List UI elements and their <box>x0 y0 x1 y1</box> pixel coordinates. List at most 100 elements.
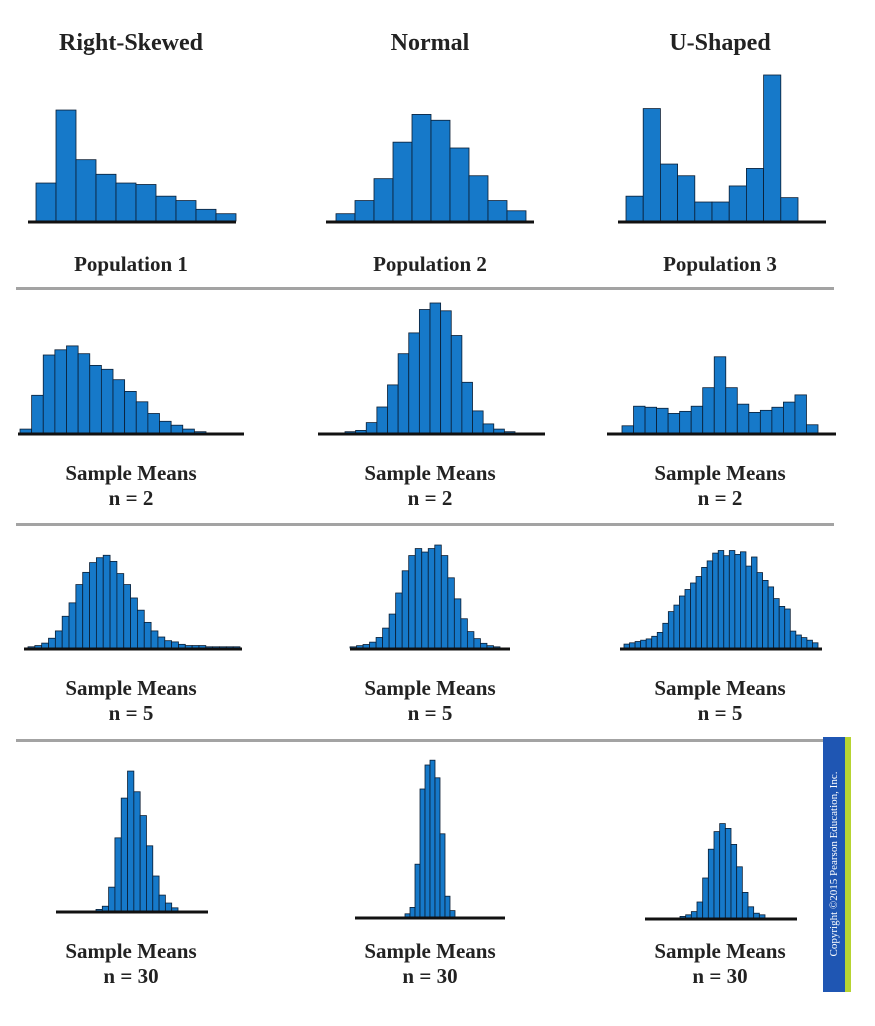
histogram-bar <box>778 606 786 649</box>
histogram-bar <box>449 910 456 918</box>
histogram-bar <box>800 637 808 649</box>
histogram-bar <box>388 613 397 649</box>
histogram-bar <box>375 637 384 649</box>
histogram-bar <box>656 407 669 434</box>
histogram-bar <box>694 201 713 222</box>
histogram-bar <box>640 639 647 649</box>
histogram-bar <box>690 582 697 649</box>
histogram-bar <box>429 302 442 434</box>
histogram-bar <box>487 200 508 222</box>
histogram-bar <box>461 381 473 434</box>
histogram-normal-sample-means-n-30 <box>355 759 505 920</box>
histogram-bar <box>728 550 736 649</box>
histogram-normal-population-2 <box>326 114 534 224</box>
histogram-right-skewed-population-1 <box>28 109 237 224</box>
histogram-bar <box>155 195 177 222</box>
row-separator <box>16 739 834 742</box>
histogram-bar <box>713 356 727 434</box>
histogram-bar <box>449 147 470 222</box>
panel-label: Sample Means n = 2 <box>65 461 197 510</box>
histogram-bar <box>82 571 90 649</box>
histogram-bar <box>753 912 760 919</box>
histogram-bar <box>195 208 217 222</box>
histogram-bar <box>728 185 747 222</box>
column-title-u-shaped: U-Shaped <box>669 30 771 56</box>
panel-label: Sample Means n = 2 <box>654 461 786 510</box>
histogram-bar <box>362 644 370 649</box>
histogram-bar <box>706 560 714 649</box>
histogram-bar <box>414 863 421 918</box>
histogram-bar <box>468 175 489 222</box>
histogram-bar <box>621 425 634 434</box>
histogram-bar <box>418 309 431 434</box>
histogram-bar <box>677 175 696 222</box>
histogram-bar <box>746 168 765 222</box>
histogram-bar <box>135 184 157 222</box>
histogram-bar <box>745 565 752 649</box>
histogram-right-skewed-sample-means-n-30 <box>56 770 208 914</box>
histogram-right-skewed-sample-means-n-5 <box>24 554 242 651</box>
histogram-bar <box>75 159 97 222</box>
histogram-bar <box>414 548 423 649</box>
histogram-bar <box>771 406 784 434</box>
histogram-bar <box>48 637 56 649</box>
histogram-bar <box>724 828 732 919</box>
histogram-bar <box>408 332 420 434</box>
histogram-bar <box>767 586 775 649</box>
histogram-bar <box>736 866 743 919</box>
column-title-normal: Normal <box>390 30 470 56</box>
histogram-bar <box>42 354 56 434</box>
histogram-bar <box>734 554 741 649</box>
copyright-text: Copyright ©2015 Pearson Education, Inc. <box>828 771 840 957</box>
histogram-bar <box>506 210 527 222</box>
panel-label: Sample Means n = 30 <box>364 939 496 988</box>
histogram-bar <box>152 875 160 912</box>
histogram-bar <box>634 641 642 649</box>
histogram-bar <box>480 642 488 649</box>
histogram-bar <box>146 845 154 912</box>
histogram-bar <box>736 403 750 434</box>
histogram-bar <box>54 630 63 649</box>
histogram-bar <box>369 641 377 649</box>
histogram-bar <box>365 422 378 434</box>
histogram-bar <box>387 384 399 434</box>
histogram-bar <box>434 544 442 649</box>
histogram-bar <box>397 353 410 434</box>
histogram-bar <box>215 213 237 222</box>
histogram-bar <box>453 598 462 649</box>
histogram-bar <box>115 182 137 222</box>
panel-label: Sample Means n = 5 <box>654 676 786 725</box>
histogram-bar <box>408 555 416 649</box>
histogram-bar <box>473 638 481 649</box>
histogram-bar <box>133 791 141 912</box>
histogram-bar <box>411 114 432 222</box>
histogram-bar <box>667 413 681 434</box>
histogram-bar <box>460 618 468 649</box>
histogram-bar <box>701 567 708 649</box>
histogram-bar <box>171 641 179 649</box>
histogram-bar <box>77 353 91 434</box>
histogram-bar <box>392 141 413 222</box>
histogram-bar <box>159 420 172 434</box>
histogram-bar <box>170 424 184 434</box>
histogram-bar <box>424 764 431 918</box>
histogram-bar <box>427 548 436 649</box>
histogram-bar <box>673 604 680 649</box>
histogram-bar <box>493 428 505 434</box>
histogram-bar <box>158 894 166 912</box>
panel-label: Sample Means n = 30 <box>654 939 786 988</box>
histogram-bar <box>482 423 495 434</box>
histogram-bar <box>164 640 173 649</box>
histogram-bar <box>354 200 375 222</box>
histogram-bar <box>662 622 669 649</box>
histogram-bar <box>702 877 709 919</box>
histogram-bar <box>127 770 135 912</box>
histogram-bar <box>725 387 738 434</box>
histogram-bar <box>335 213 356 222</box>
panel-label: Population 3 <box>663 252 777 276</box>
histogram-bar <box>421 551 429 649</box>
histogram-bar <box>747 906 755 919</box>
histogram-u-shaped-sample-means-n-30 <box>645 823 797 921</box>
histogram-bar <box>41 642 49 649</box>
